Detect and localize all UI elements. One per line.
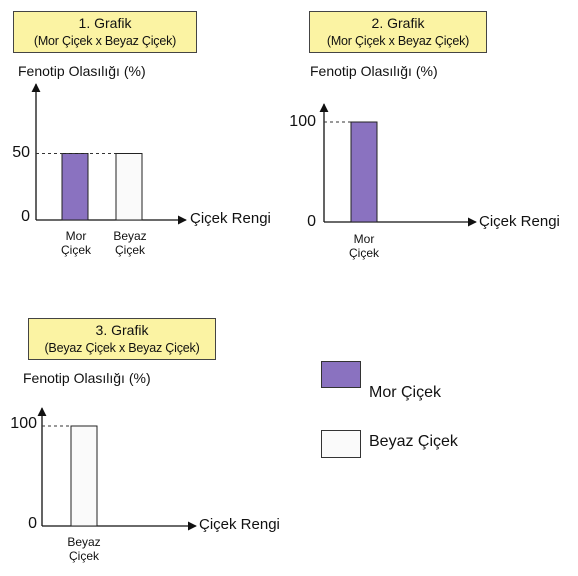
chart1-ylabel: Fenotip Olasılığı (%) — [18, 63, 146, 79]
chart3-title-box: 3. Grafik (Beyaz Çiçek x Beyaz Çiçek) — [28, 318, 216, 360]
chart2-ylabel: Fenotip Olasılığı (%) — [310, 63, 438, 79]
chart1-bar-1 — [115, 153, 143, 221]
chart2-ytick-0: 0 — [307, 213, 316, 230]
chart3-subtitle: (Beyaz Çiçek x Beyaz Çiçek) — [44, 341, 200, 355]
chart2-xlabel: Çiçek Rengi — [479, 213, 560, 230]
chart3-title: 3. Grafik — [95, 322, 149, 338]
chart1-bar-0 — [61, 153, 89, 221]
chart1-ytick-0: 0 — [21, 208, 30, 225]
chart1-xtick-beyaz: Beyaz Çiçek — [113, 229, 147, 257]
chart2-ytick-100: 100 — [289, 113, 316, 130]
chart1-xtick-mor: Mor Çiçek — [60, 229, 91, 257]
chart2-title-box: 2. Grafik (Mor Çiçek x Beyaz Çiçek) — [309, 11, 487, 53]
chart1-ytick-50: 50 — [12, 144, 30, 161]
chart2-subtitle: (Mor Çiçek x Beyaz Çiçek) — [326, 34, 470, 48]
legend-label-mor: Mor Çiçek — [369, 384, 442, 401]
chart2-bar-0 — [350, 121, 378, 223]
chart1-xlabel: Çiçek Rengi — [190, 210, 271, 227]
chart3-bar-0 — [70, 425, 98, 527]
chart1-title: 1. Grafik — [78, 15, 132, 31]
chart3-xlabel: Çiçek Rengi — [199, 516, 280, 533]
legend-swatch-mor — [321, 361, 361, 388]
legend-swatch-beyaz — [321, 430, 361, 458]
chart1-subtitle: (Mor Çiçek x Beyaz Çiçek) — [33, 34, 177, 48]
chart3-xtick-beyaz: Beyaz Çiçek — [67, 535, 101, 563]
chart3-ytick-100: 100 — [10, 415, 37, 432]
legend-label-beyaz: Beyaz Çiçek — [369, 433, 458, 450]
chart3-ylabel: Fenotip Olasılığı (%) — [23, 370, 151, 386]
chart1-title-box: 1. Grafik (Mor Çiçek x Beyaz Çiçek) — [13, 11, 197, 53]
chart3-ytick-0: 0 — [28, 515, 37, 532]
chart2-xtick-mor: Mor Çiçek — [348, 232, 379, 260]
chart2-title: 2. Grafik — [371, 15, 425, 31]
